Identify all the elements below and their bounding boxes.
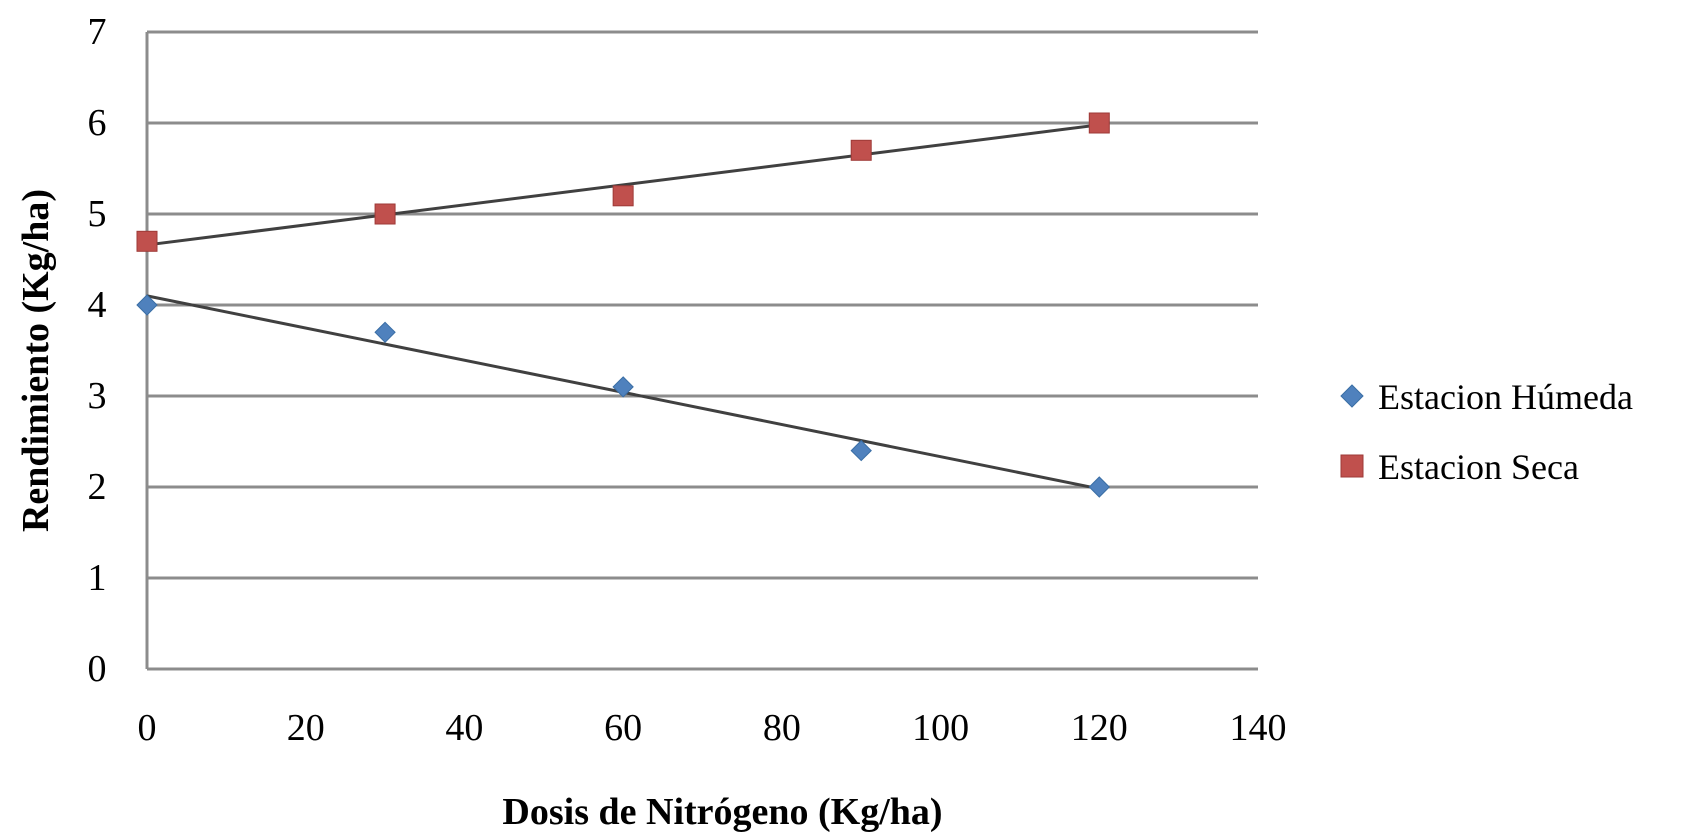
data-point-series-1-3	[850, 439, 872, 462]
x-tick-label-60: 60	[604, 707, 642, 749]
x-tick-label-0: 0	[138, 707, 157, 749]
y-tick-label-7: 7	[88, 11, 107, 53]
trendline-series-2	[146, 123, 1100, 247]
y-axis-title: Rendimiento (Kg/ha)	[15, 189, 57, 532]
data-point-series-2-3	[850, 139, 872, 161]
x-tick-label-40: 40	[445, 707, 483, 749]
data-point-series-1-4	[1088, 476, 1110, 498]
trendlines	[146, 123, 1100, 491]
x-tick-label-120: 120	[1071, 707, 1128, 749]
y-tick-label-5: 5	[88, 193, 107, 235]
y-axis-ticks: 0 1 2 3 4 5 6 7	[88, 11, 107, 690]
legend-marker-1	[1340, 384, 1364, 408]
x-axis-title: Dosis de Nitrógeno (Kg/ha)	[502, 791, 942, 833]
y-tick-label-4: 4	[88, 284, 107, 326]
y-tick-label-0: 0	[88, 648, 107, 690]
legend: Estacion Húmeda Estacion Seca	[1340, 377, 1633, 487]
data-point-series-2-2	[612, 185, 634, 207]
data-points	[136, 112, 1110, 498]
x-axis-ticks: 0 20 40 60 80 100 120 140	[138, 707, 1287, 749]
y-tick-label-2: 2	[88, 466, 107, 508]
legend-marker-2	[1340, 454, 1364, 478]
gridlines	[147, 30, 1258, 671]
x-tick-label-140: 140	[1230, 707, 1287, 749]
legend-label-2: Estacion Seca	[1378, 447, 1579, 487]
data-point-series-2-4	[1088, 112, 1110, 134]
y-tick-label-3: 3	[88, 375, 107, 417]
y-tick-label-1: 1	[88, 557, 107, 599]
y-tick-label-6: 6	[88, 102, 107, 144]
x-tick-label-80: 80	[763, 707, 801, 749]
data-point-series-1-1	[374, 321, 396, 344]
legend-label-1: Estacion Húmeda	[1378, 377, 1633, 417]
x-tick-label-100: 100	[912, 707, 969, 749]
data-point-series-1-2	[612, 376, 634, 398]
data-point-series-2-1	[374, 203, 396, 225]
data-point-series-2-0	[136, 230, 158, 252]
x-tick-label-20: 20	[287, 707, 325, 749]
data-point-series-1-0	[136, 294, 158, 316]
